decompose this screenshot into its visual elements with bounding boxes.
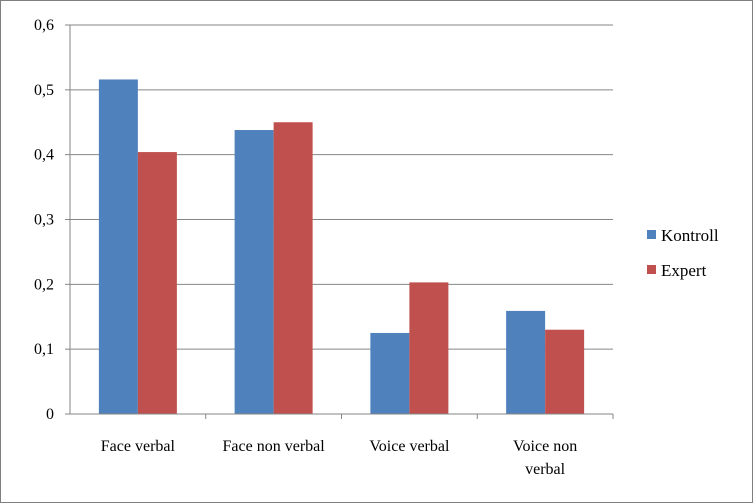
bar-expert-3 — [545, 329, 585, 414]
bar-expert-2 — [409, 282, 449, 414]
legend-label-kontroll: Kontroll — [661, 226, 719, 245]
x-tick-labels: Face verbal Face non verbal Voice verbal Vo… — [101, 438, 577, 478]
y-tick-label: 0,4 — [34, 147, 54, 164]
y-tick-label: 0,3 — [34, 212, 54, 229]
x-tick-label: Face verbal — [101, 438, 176, 455]
bar-kontroll-1 — [234, 130, 274, 414]
x-tick-label: Face non verbal — [223, 438, 326, 455]
bar-expert-1 — [273, 122, 313, 414]
bar-expert-0 — [137, 152, 177, 414]
y-tick-label: 0 — [46, 406, 54, 423]
axes — [65, 24, 614, 419]
y-tick-label: 0,2 — [34, 276, 54, 293]
bars — [98, 79, 585, 415]
legend-swatch-kontroll — [647, 230, 656, 239]
y-tick-labels: 0 0,1 0,2 0,3 0,4 0,5 0,6 — [34, 17, 54, 423]
x-tick-label: Voice non — [513, 438, 577, 455]
legend-label-expert: Expert — [661, 261, 707, 280]
y-tick-label: 0,1 — [34, 341, 54, 358]
legend: Kontroll Expert — [647, 226, 719, 280]
bar-kontroll-0 — [98, 79, 138, 415]
bar-kontroll-3 — [506, 310, 546, 414]
y-tick-label: 0,5 — [34, 82, 54, 99]
legend-swatch-expert — [647, 265, 656, 274]
y-tick-label: 0,6 — [34, 17, 54, 34]
x-tick-label: Voice verbal — [369, 438, 450, 455]
x-tick-label: verbal — [525, 461, 566, 478]
bar-kontroll-2 — [370, 332, 410, 414]
